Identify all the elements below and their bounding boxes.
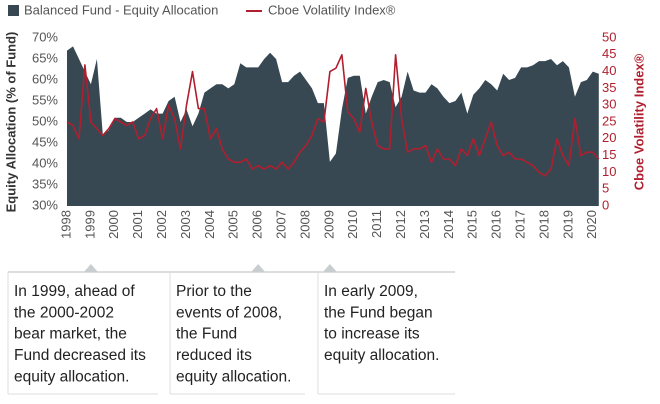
- x-tick-label: 2005: [226, 210, 241, 239]
- x-tick-label: 1998: [58, 210, 73, 239]
- y2-tick-label: 40: [602, 63, 616, 78]
- x-tick-label: 2003: [178, 210, 193, 239]
- x-tick-label: 2012: [393, 210, 408, 239]
- x-tick-label: 1999: [82, 210, 97, 239]
- annotation-text: to increase its: [324, 326, 420, 343]
- annotation-text: the 2000-2002: [14, 304, 114, 321]
- y2-tick-label: 15: [602, 147, 616, 162]
- y-tick-label: 60%: [32, 71, 58, 86]
- y2-tick-label: 10: [602, 164, 616, 179]
- y2-tick-label: 45: [602, 46, 616, 61]
- annotation-text: equity allocation.: [176, 368, 291, 385]
- y-tick-label: 70%: [32, 29, 58, 44]
- x-tick-label: 2006: [250, 210, 265, 239]
- y-tick-label: 30%: [32, 197, 58, 212]
- legend-label: Balanced Fund - Equity Allocation: [24, 2, 218, 17]
- annotation-text: equity allocation.: [324, 347, 439, 364]
- annotation-pointer: [83, 264, 98, 272]
- x-tick-label: 2002: [154, 210, 169, 239]
- x-tick-label: 2011: [369, 210, 384, 238]
- annotation-text: In 1999, ahead of: [14, 283, 135, 300]
- y-tick-label: 40%: [32, 155, 58, 170]
- y2-tick-label: 0: [602, 197, 609, 212]
- annotation-text: Prior to the: [176, 283, 252, 300]
- annotation-text: bear market, the: [14, 326, 127, 343]
- y2-axis-title: Cboe Volatility Index®: [631, 53, 646, 190]
- y-tick-label: 35%: [32, 176, 58, 191]
- x-tick-label: 2015: [465, 210, 480, 239]
- annotation-text: the Fund: [176, 326, 237, 343]
- x-tick-label: 2000: [106, 210, 121, 239]
- x-tick-label: 2019: [560, 210, 575, 239]
- y2-tick-label: 30: [602, 97, 616, 112]
- legend-swatch: [8, 5, 19, 16]
- annotation-text: Fund decreased its: [14, 347, 146, 364]
- x-tick-label: 2018: [536, 210, 551, 239]
- annotation-text: events of 2008,: [176, 304, 282, 321]
- x-tick-label: 2009: [321, 210, 336, 239]
- annotation-pointer: [251, 264, 266, 272]
- y-axis-title: Equity Allocation (% of Fund): [3, 32, 18, 213]
- x-tick-label: 2017: [513, 210, 528, 239]
- y2-tick-label: 5: [602, 181, 609, 196]
- annotation-text: equity allocation.: [14, 368, 129, 385]
- y-tick-label: 50%: [32, 113, 58, 128]
- x-tick-label: 2013: [417, 210, 432, 239]
- y-tick-label: 45%: [32, 134, 58, 149]
- x-tick-label: 2016: [489, 210, 504, 239]
- y-tick-label: 65%: [32, 50, 58, 65]
- line: [66, 54, 600, 177]
- y2-tick-label: 25: [602, 113, 616, 128]
- y-tick-label: 55%: [32, 92, 58, 107]
- x-tick-label: 2001: [130, 210, 145, 239]
- annotation-text: In early 2009,: [324, 283, 418, 300]
- x-tick-label: 2008: [297, 210, 312, 239]
- x-tick-label: 2014: [441, 210, 456, 239]
- area: [67, 46, 599, 207]
- y2-tick-label: 50: [602, 29, 616, 44]
- x-tick-label: 2007: [274, 210, 289, 239]
- legend-label: Cboe Volatility Index®: [268, 2, 396, 17]
- y2-tick-label: 35: [602, 80, 616, 95]
- y2-tick-label: 20: [602, 130, 616, 145]
- annotation-text: reduced its: [176, 347, 252, 364]
- x-tick-label: 2010: [345, 210, 360, 239]
- annotation-pointer: [322, 264, 337, 272]
- annotation-text: the Fund began: [324, 304, 433, 321]
- x-tick-label: 2004: [202, 210, 217, 239]
- x-tick-label: 2020: [584, 210, 599, 239]
